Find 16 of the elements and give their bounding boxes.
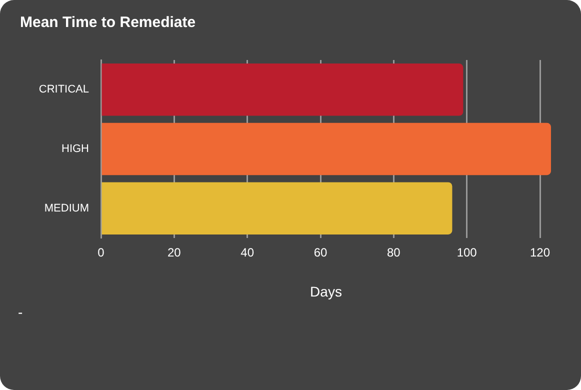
bar (102, 122, 551, 176)
x-tick-label: 100 (456, 246, 478, 260)
x-tick-label: 80 (387, 246, 401, 260)
x-tick-label: 20 (167, 246, 182, 260)
x-tick-label: 60 (314, 246, 328, 260)
bar (102, 182, 452, 234)
y-tick-label: HIGH (62, 143, 90, 156)
y-tick-label: MEDIUM (44, 202, 89, 214)
y-tick-label: CRITICAL (38, 84, 89, 96)
bar (102, 64, 464, 116)
text: - (18, 304, 23, 320)
x-axis-title: Days (310, 283, 342, 300)
x-tick-label: 120 (530, 246, 550, 260)
chart-title: Mean Time to Remediate (20, 14, 196, 31)
x-tick-label: 40 (240, 246, 254, 260)
x-tick-label: 0 (98, 246, 105, 260)
